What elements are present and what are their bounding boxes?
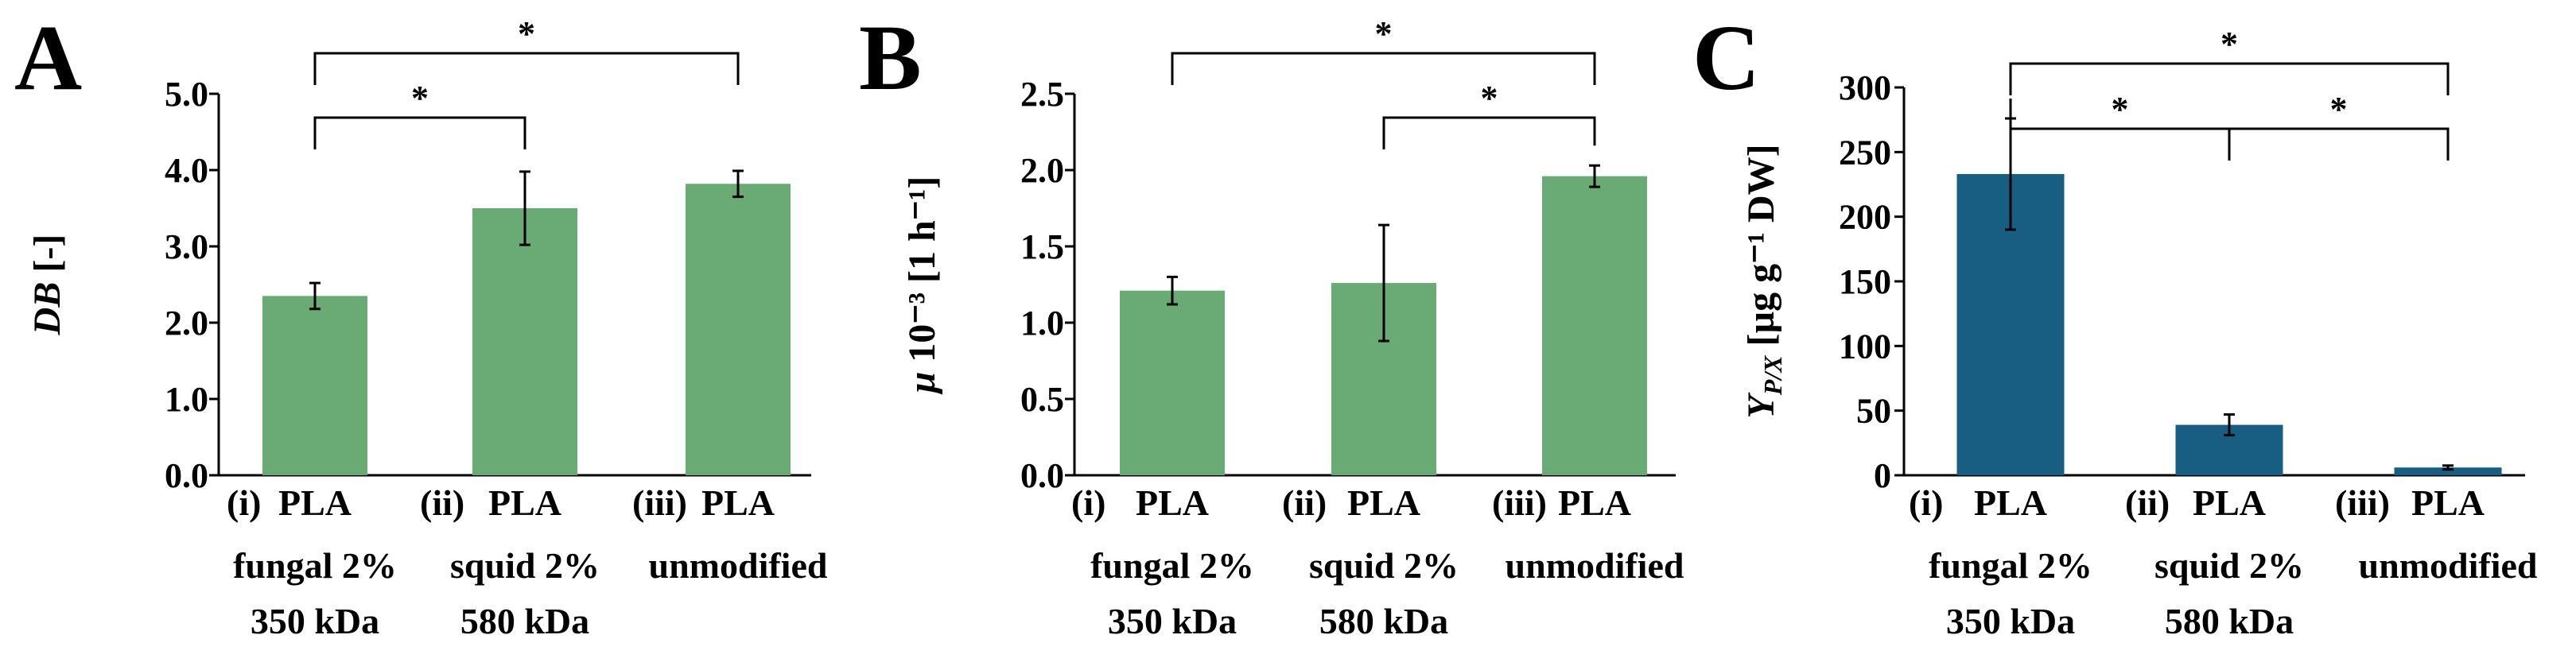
category-label: 350 kDa <box>251 601 379 641</box>
y-tick-label: 200 <box>1839 198 1891 237</box>
y-axis-label-unit: 10⁻³ [1 h⁻¹] <box>901 176 943 372</box>
category-label: PLA <box>701 482 775 523</box>
category-label: unmodified <box>2359 545 2538 586</box>
y-tick-label: 0.5 <box>1020 380 1064 419</box>
panel-letter: C <box>1692 6 1760 110</box>
significance-star: * <box>2112 90 2129 129</box>
y-tick-label: 2.0 <box>165 304 208 343</box>
significance-star: * <box>2330 90 2348 129</box>
category-label: unmodified <box>649 545 828 586</box>
category-label: fungal 2% <box>1090 545 1254 586</box>
y-tick-label: 100 <box>1839 327 1891 366</box>
chart-panel-A: A 0.0 1.0 2.0 3.0 4.0 5.0 DB [-] (i) PLA fungal 2%… <box>14 6 828 641</box>
panel-letter: A <box>14 6 82 110</box>
y-tick-label: 1.0 <box>165 380 208 419</box>
y-axis-label-symbol: DB <box>26 282 68 336</box>
category-label: fungal 2% <box>233 545 397 586</box>
category-label: squid 2% <box>450 545 600 586</box>
y-tick-label: 300 <box>1839 68 1891 107</box>
category-index: (iii) <box>2335 482 2390 523</box>
bar <box>262 296 367 475</box>
y-axis-label: YP/X [µg g⁻¹ DW] <box>1740 144 1787 418</box>
significance-star: * <box>411 79 429 118</box>
category-label: fungal 2% <box>1929 545 2092 586</box>
y-tick-label: 1.0 <box>1020 304 1064 343</box>
significance-star: * <box>1375 14 1393 53</box>
chart-panel-B: B 0.0 0.5 1.0 1.5 2.0 2.5 μ 10⁻³ [1 h⁻¹] (i) PLA f… <box>859 6 1684 641</box>
category-label: 580 kDa <box>1319 601 1448 641</box>
bar <box>1120 290 1225 475</box>
y-axis-label: μ 10⁻³ [1 h⁻¹] <box>901 176 943 396</box>
category-label: PLA <box>2411 482 2485 523</box>
category-label: 350 kDa <box>1108 601 1237 641</box>
y-axis-label-unit: [-] <box>26 234 68 282</box>
significance-bracket <box>313 116 526 149</box>
category-index: (i) <box>1071 482 1105 523</box>
category-label: PLA <box>2193 482 2266 523</box>
category-label: PLA <box>278 482 352 523</box>
panel-letter: B <box>859 6 922 110</box>
y-tick-label: 1.5 <box>1020 227 1064 266</box>
category-label: PLA <box>1347 482 1420 523</box>
y-tick-label: 2.0 <box>1020 151 1064 190</box>
category-index: (ii) <box>1282 482 1327 523</box>
y-tick-label: 5.0 <box>165 75 208 114</box>
category-index: (i) <box>227 482 261 523</box>
category-label: squid 2% <box>2154 545 2304 586</box>
significance-star: * <box>2220 25 2238 64</box>
category-index: (i) <box>1909 482 1943 523</box>
category-index: (iii) <box>632 482 687 523</box>
significance-star: * <box>1481 79 1498 118</box>
y-axis-label-symbol: Y <box>1740 393 1782 419</box>
y-tick-label: 2.5 <box>1020 75 1064 114</box>
bar <box>686 184 791 475</box>
category-label: PLA <box>488 482 561 523</box>
significance-bracket <box>313 52 740 85</box>
category-label: squid 2% <box>1309 545 1459 586</box>
category-label: PLA <box>1136 482 1209 523</box>
category-label: 350 kDa <box>1946 601 2075 641</box>
significance-star: * <box>518 14 535 53</box>
y-tick-label: 3.0 <box>165 227 208 266</box>
y-axis-label-symbol: μ <box>901 372 943 396</box>
y-tick-label: 0.0 <box>165 456 208 495</box>
bar <box>2394 467 2502 475</box>
category-index: (ii) <box>420 482 464 523</box>
significance-bracket <box>2009 62 2450 95</box>
y-tick-label: 50 <box>1856 392 1891 431</box>
category-label: 580 kDa <box>460 601 589 641</box>
bar <box>472 208 577 475</box>
significance-bracket <box>1382 116 1596 149</box>
chart-panel-C: C 0 50 100 150 200 250 300 YP/X [µg g⁻¹ DW] (i) PL… <box>1692 6 2538 641</box>
y-tick-label: 0.0 <box>1020 456 1064 495</box>
category-index: (iii) <box>1492 482 1547 523</box>
significance-bracket <box>2228 127 2450 161</box>
category-label: PLA <box>1974 482 2047 523</box>
significance-bracket <box>1171 52 1596 85</box>
category-label: 580 kDa <box>2165 601 2294 641</box>
y-axis-label-unit: [µg g⁻¹ DW] <box>1740 144 1782 355</box>
bar <box>1542 176 1647 475</box>
y-axis-label: DB [-] <box>26 234 68 336</box>
y-axis-label-subscript: P/X <box>1758 355 1787 396</box>
y-tick-label: 150 <box>1839 262 1891 301</box>
category-label: PLA <box>1558 482 1631 523</box>
y-tick-label: 0 <box>1874 456 1891 495</box>
y-tick-label: 250 <box>1839 133 1891 172</box>
category-index: (ii) <box>2125 482 2170 523</box>
category-label: unmodified <box>1506 545 1684 586</box>
y-tick-label: 4.0 <box>165 151 208 190</box>
